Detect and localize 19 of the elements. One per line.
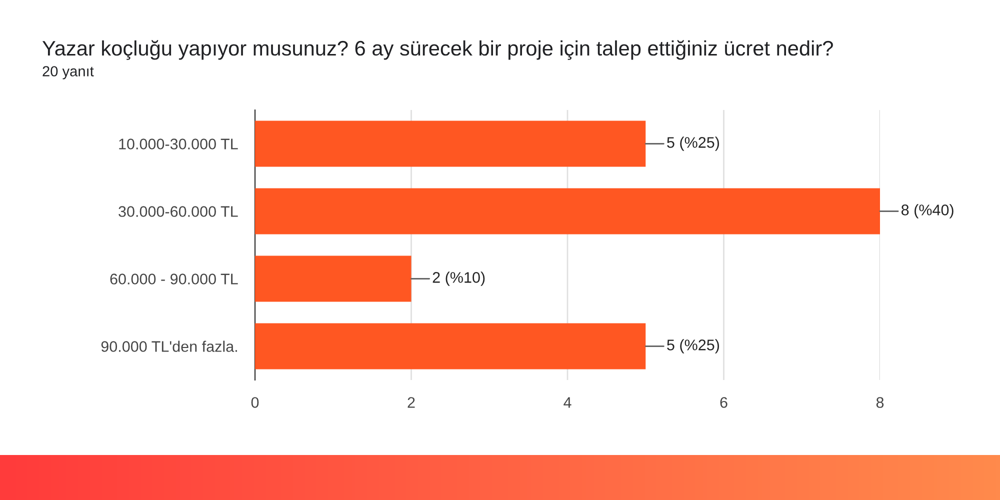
data-label: 5 (%25) [667,339,720,354]
y-tick-label: 30.000-60.000 TL [118,206,238,217]
data-label: 5 (%25) [667,136,720,151]
x-tick-label: 2 [408,397,415,408]
y-tick-label: 10.000-30.000 TL [119,138,238,150]
y-tick-label: 90.000 TL'den fazla. [101,340,237,352]
bar [255,188,880,234]
text: 20 yanıt [42,66,94,80]
data-label: 8 (%40) [901,204,954,218]
bar [255,323,646,370]
data-label: 2 (%10) [432,272,485,286]
bar [255,256,412,302]
bar [255,120,646,167]
x-tick-label: 0 [251,397,259,408]
x-tick-label: 6 [720,397,728,408]
chart-title: Yazar koçluğu yapıyor musunuz? 6 ay sürecek bir proje için talep ettiğiniz ücret nedir? [42,40,833,60]
x-tick-label: 4 [564,397,572,408]
x-tick-label: 8 [876,397,884,408]
y-tick-label: 60.000 - 90.000 TL [110,274,238,284]
